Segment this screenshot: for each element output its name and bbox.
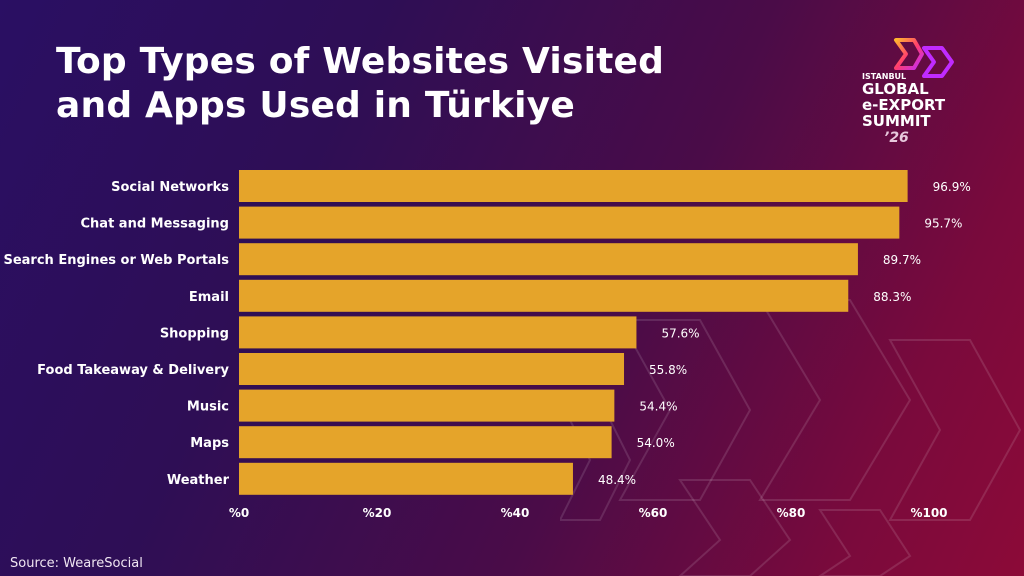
category-label-7: Maps bbox=[190, 436, 229, 451]
value-label-2: 89.7% bbox=[883, 253, 921, 267]
bar-5 bbox=[239, 353, 625, 385]
source-note: Source: WeareSocial bbox=[10, 556, 143, 571]
chart-title-line-1: Top Types of Websites Visited bbox=[56, 41, 665, 82]
category-label-3: Email bbox=[189, 290, 229, 305]
value-label-7: 54.0% bbox=[637, 436, 675, 450]
chart-title: Top Types of Websites Visited and Apps U… bbox=[56, 40, 696, 128]
category-labels: Social Networks Chat and Messaging Search … bbox=[3, 180, 229, 488]
category-label-0: Social Networks bbox=[111, 180, 229, 195]
category-label-1: Chat and Messaging bbox=[81, 217, 230, 232]
category-label-4: Shopping bbox=[160, 326, 229, 341]
summit-logo: ISTANBUL GLOBAL e-EXPORT SUMMIT ’26 bbox=[862, 36, 972, 154]
value-label-6: 54.4% bbox=[639, 400, 677, 414]
category-label-2: Search Engines or Web Portals bbox=[3, 253, 229, 268]
bar-6 bbox=[239, 389, 615, 422]
chart-title-line-2: and Apps Used in Türkiye bbox=[56, 85, 575, 126]
value-label-0: 96.9% bbox=[933, 180, 971, 194]
category-label-6: Music bbox=[187, 400, 229, 415]
summit-logo-mark-icon bbox=[894, 38, 954, 78]
category-label-5: Food Takeaway & Delivery bbox=[37, 363, 229, 378]
x-tick-label-4: %80 bbox=[777, 506, 806, 520]
x-tick-label-3: %60 bbox=[639, 506, 668, 520]
category-label-8: Weather bbox=[167, 473, 230, 488]
logo-text-year: ’26 bbox=[884, 130, 909, 146]
bar-4 bbox=[239, 316, 637, 349]
logo-text-global: GLOBAL bbox=[862, 80, 929, 98]
logo-text-istanbul: ISTANBUL bbox=[862, 72, 907, 81]
value-labels: 96.9% 95.7% 89.7% 88.3% 57.6% 55.8% 54.4% 54.0%… bbox=[598, 180, 971, 487]
bar-2 bbox=[239, 243, 858, 276]
background-chevron-pattern bbox=[560, 299, 1022, 576]
x-tick-label-5: %100 bbox=[910, 506, 947, 520]
bar-1 bbox=[239, 206, 900, 239]
x-tick-label-0: %0 bbox=[229, 506, 249, 520]
x-tick-label-1: %20 bbox=[363, 506, 392, 520]
value-label-4: 57.6% bbox=[661, 326, 699, 340]
value-label-3: 88.3% bbox=[873, 290, 911, 304]
bars-layer bbox=[239, 170, 908, 495]
bar-0 bbox=[239, 170, 908, 202]
x-axis-tick-labels: %0 %20 %40 %60 %80 %100 bbox=[229, 506, 948, 520]
bar-3 bbox=[239, 279, 849, 312]
value-label-8: 48.4% bbox=[598, 473, 636, 487]
logo-text-e-export: e-EXPORT bbox=[862, 96, 946, 114]
x-tick-label-2: %40 bbox=[501, 506, 530, 520]
value-label-5: 55.8% bbox=[649, 363, 687, 377]
value-label-1: 95.7% bbox=[924, 217, 962, 231]
bar-7 bbox=[239, 426, 612, 459]
bar-8 bbox=[239, 462, 573, 495]
logo-text-summit: SUMMIT bbox=[862, 112, 931, 130]
